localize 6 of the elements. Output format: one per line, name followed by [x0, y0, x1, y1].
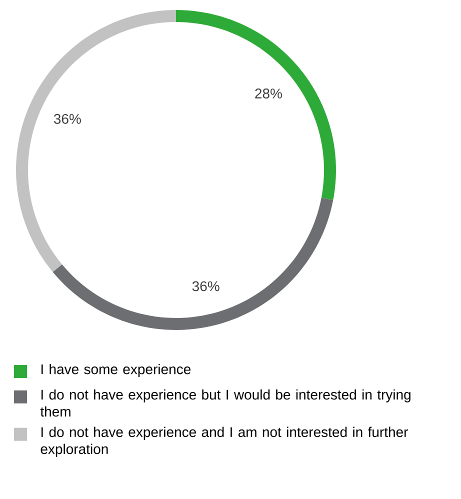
data-label: 36%	[192, 281, 220, 292]
legend-label: I do not have experience but I would be interested in trying them	[40, 389, 410, 417]
data-label: 28%	[255, 88, 282, 98]
data-label: 36%	[54, 114, 81, 124]
legend-label: I have some experience	[41, 364, 191, 377]
legend-label: I do not have experience and I am not interested in further exploration	[40, 426, 408, 457]
